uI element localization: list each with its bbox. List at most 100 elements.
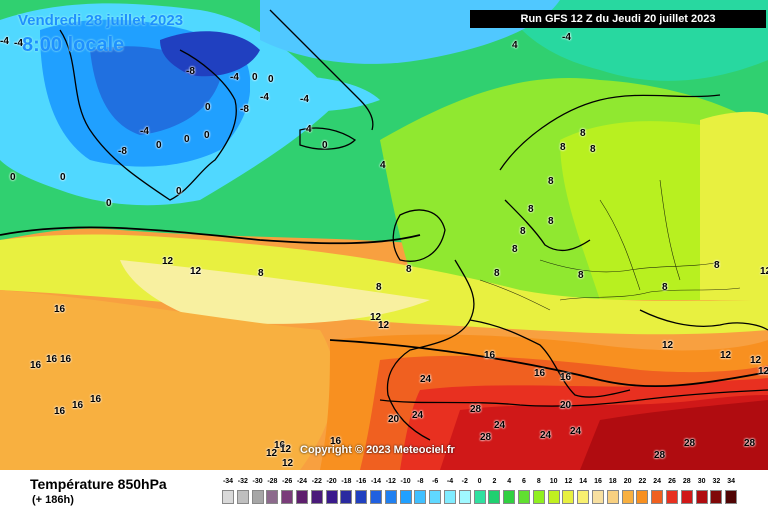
isotherm-label: 28 [654, 450, 666, 461]
isotherm-label: -4 [0, 36, 9, 47]
isotherm-label: 0 [184, 134, 190, 145]
isotherm-label: 12 [280, 444, 292, 455]
legend-tick-label: 26 [668, 478, 676, 485]
coastlines [59, 9, 768, 441]
isotherm-label: 0 [252, 72, 258, 83]
isotherm-label: 12 [750, 355, 762, 366]
legend-tick-label: -24 [296, 478, 308, 485]
legend-swatch [384, 490, 397, 504]
isotherm-label: 4 [306, 124, 312, 135]
legend-tick-label: 6 [522, 478, 526, 485]
isotherm-label: 16 [274, 440, 286, 451]
legend-tick-label: 0 [477, 478, 482, 485]
isotherm-label: 8 [406, 264, 412, 275]
legend-swatch [562, 490, 575, 504]
legend-swatch [518, 490, 530, 504]
legend-tick-label: -26 [282, 478, 293, 485]
map-canvas [0, 0, 768, 470]
legend-swatch [710, 490, 723, 504]
forecast-time: 8:00 locale [22, 34, 125, 56]
legend-swatch [621, 490, 634, 504]
legend-swatch [222, 490, 234, 504]
isotherm-label: 20 [560, 400, 572, 411]
legend-swatch [695, 490, 708, 504]
isotherm-label: 8 [258, 268, 264, 279]
isotherm-label: -4 [562, 32, 571, 43]
isotherm-label: 16 [30, 360, 42, 371]
legend-swatch [488, 490, 501, 504]
legend-tick-label: 2 [492, 478, 497, 485]
legend-tick-label: 8 [536, 478, 541, 485]
legend-swatch [281, 490, 294, 504]
isotherm-label: 8 [376, 282, 382, 293]
isotherm-label: 0 [176, 186, 182, 197]
isotherm-label: 8 [714, 260, 720, 271]
legend-swatch [444, 490, 456, 504]
isotherm-label: 28 [744, 438, 756, 449]
isotherm-label: 8 [590, 144, 596, 155]
variable-title: Température 850hPa [30, 476, 167, 492]
isotherm-label: -8 [118, 146, 127, 157]
legend-swatch [547, 490, 560, 504]
legend-tick-label: 10 [549, 478, 558, 485]
legend-tick-label: -34 [222, 478, 234, 485]
isotherm-label: -4 [140, 126, 149, 137]
legend-swatch [266, 490, 279, 504]
legend-swatch [325, 490, 338, 504]
legend-swatch [606, 490, 619, 504]
isotherm-label: 12 [662, 340, 674, 351]
isotherm-label: 16 [534, 368, 546, 379]
isotherm-label: 16 [54, 406, 66, 417]
legend-tick-label: -28 [267, 478, 278, 485]
isotherm-label: 4 [512, 40, 518, 51]
legend-tick-label: -6 [432, 478, 439, 485]
legend-swatch [399, 490, 412, 504]
legend-swatch [429, 490, 442, 504]
legend-swatch [680, 490, 693, 504]
isotherm-label: 16 [46, 354, 58, 365]
isotherm-label: 8 [520, 226, 526, 237]
isotherm-label: 16 [72, 400, 84, 411]
forecast-date: Vendredi 28 juillet 2023 [18, 12, 184, 29]
isotherm-label: -4 [230, 72, 239, 83]
legend-tick-label: -10 [400, 478, 411, 485]
isotherm-label: 0 [322, 140, 328, 151]
legend-swatch [340, 490, 353, 504]
isotherm-label: -4 [14, 38, 23, 49]
legend-swatch [414, 490, 427, 504]
legend-swatch [666, 490, 678, 504]
isotherm-label: -8 [240, 104, 249, 115]
legend-tick-label: 12 [564, 478, 573, 485]
isotherm-label: 24 [570, 426, 582, 437]
isotherm-label: 8 [528, 204, 534, 215]
legend-tick-label: 16 [594, 478, 602, 485]
isotherm-label: -8 [186, 66, 195, 77]
isotherm-label: 16 [560, 372, 572, 383]
isotherm-label: 24 [494, 420, 506, 431]
legend-swatch [651, 490, 664, 504]
legend-swatch [251, 490, 264, 504]
isotherm-label: 8 [580, 128, 586, 139]
isotherm-label: 0 [106, 198, 112, 209]
isotherm-label: 16 [54, 304, 66, 315]
legend-tick-label: 30 [697, 478, 706, 485]
legend-swatch [310, 490, 323, 504]
borders [479, 179, 741, 311]
isotherm-label: 20 [388, 414, 400, 425]
isotherm-label: 8 [512, 244, 518, 255]
isotherm-label: 0 [205, 102, 211, 113]
isotherm-label: 28 [470, 404, 482, 415]
legend-swatch [532, 490, 545, 504]
legend-tick-label: -8 [417, 478, 424, 485]
isotherm-label: 24 [420, 374, 432, 385]
isotherm-label: 8 [548, 176, 554, 187]
legend-tick-label: 20 [623, 478, 632, 485]
legend-tick-label: -22 [311, 478, 322, 485]
legend-tick-label: -30 [252, 478, 263, 485]
legend-tick-label: -20 [326, 478, 337, 485]
run-info-banner: Run GFS 12 Z du Jeudi 20 juillet 2023 [470, 10, 766, 28]
isotherm-label: 12 [760, 266, 768, 277]
isotherm-label: 16 [60, 354, 72, 365]
isotherm-label: 12 [370, 312, 382, 323]
legend-tick-label: -16 [356, 478, 367, 485]
